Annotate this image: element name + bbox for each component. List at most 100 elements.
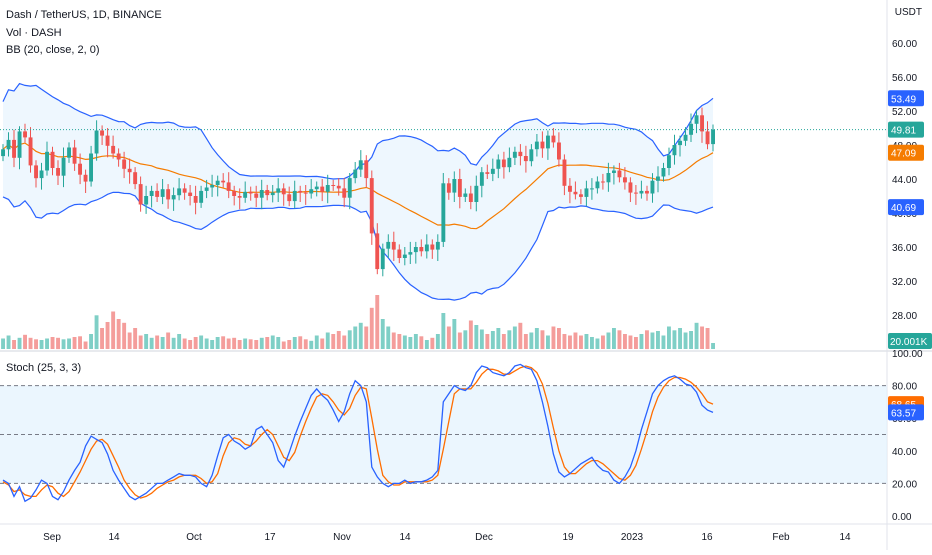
candle-body [39, 170, 44, 179]
volume-bar [694, 322, 699, 350]
volume-bar [78, 336, 82, 350]
candle [210, 174, 215, 197]
volume-bar [182, 338, 187, 349]
candle-body [656, 176, 660, 181]
candle-body [61, 157, 66, 176]
volume-bar [397, 334, 402, 349]
volume-bar [226, 338, 231, 349]
candle [584, 180, 589, 207]
stoch-legend[interactable]: Stoch (25, 3, 3) [6, 362, 82, 374]
candle-body [83, 174, 88, 182]
bollinger-legend[interactable]: BB (20, close, 2, 0) [6, 44, 100, 56]
candle-body [507, 157, 512, 168]
volume-bar [144, 334, 149, 349]
candle-body [45, 151, 49, 171]
candle [529, 144, 534, 167]
candle [314, 181, 319, 197]
candle-body [6, 139, 11, 150]
volume-bar [705, 328, 710, 349]
price-badge-label: 47.09 [891, 149, 916, 160]
candle [105, 128, 110, 158]
bollinger-lower-line [2, 191, 714, 301]
candle-body [364, 160, 369, 179]
volume-bar [634, 337, 638, 349]
candle-body [568, 185, 572, 192]
candle-body [177, 188, 182, 196]
candle-body [375, 233, 380, 270]
symbol-title[interactable]: Dash / TetherUS, 1D, BINANCE [6, 9, 162, 21]
volume-bar [56, 337, 60, 350]
candle-body [667, 155, 671, 168]
volume-bar [259, 337, 264, 350]
stoch-k-badge-label: 63.57 [891, 408, 916, 419]
candle-body [584, 188, 589, 197]
candle-body [67, 147, 71, 158]
candle [6, 132, 11, 157]
candle [199, 185, 204, 208]
candle [111, 135, 116, 159]
volume-bar [364, 326, 369, 349]
candle-body [490, 168, 495, 174]
candle-body [579, 194, 583, 197]
volume-bar [606, 332, 611, 349]
volume-bar [232, 337, 237, 350]
volume-bar [166, 332, 171, 349]
volume-bar [67, 338, 71, 349]
volume-bar [551, 326, 556, 349]
candle-body [672, 145, 677, 156]
candle-body [380, 248, 385, 270]
candle [50, 146, 55, 176]
candle-body [281, 188, 286, 195]
candle [501, 151, 506, 179]
candle-body [226, 182, 231, 191]
volume-bar [34, 339, 38, 350]
volume-bar [314, 335, 319, 349]
bollinger-upper-line [2, 82, 714, 180]
volume-bar [39, 340, 44, 349]
candle [320, 179, 325, 202]
candle-body [623, 177, 627, 183]
price-tick-label: 32.00 [892, 277, 917, 288]
volume-bar [650, 332, 655, 349]
time-axis-label: 14 [108, 532, 120, 543]
price-badge-label: 49.81 [891, 126, 916, 137]
candle-body [452, 179, 457, 193]
candle-body [199, 190, 204, 203]
candle [612, 165, 616, 185]
candle [138, 176, 143, 212]
volume-bar [111, 311, 116, 349]
candle [628, 177, 633, 202]
volume-bar [672, 330, 677, 350]
candle [413, 241, 418, 264]
candle-body [468, 193, 473, 202]
volume-bar [23, 334, 27, 350]
candle [645, 185, 649, 201]
volume-bar [369, 307, 374, 350]
candle [265, 184, 270, 201]
price-badge-bb-basis: 47.09 [888, 144, 924, 161]
volume-legend[interactable]: Vol · DASH [6, 27, 62, 39]
candle-body [210, 185, 215, 188]
volume-badge: 20.001K [888, 333, 932, 349]
volume-bar [265, 337, 270, 349]
candle [116, 148, 121, 167]
candle-body [336, 185, 341, 189]
candle-body [248, 191, 253, 194]
volume-bar [298, 336, 303, 350]
candle [546, 130, 550, 160]
price-tick-label: 36.00 [892, 243, 917, 254]
stoch-k-line [2, 363, 714, 503]
volume-bar [303, 339, 308, 350]
volume-bar [116, 319, 121, 349]
volume-bar [518, 322, 523, 350]
price-tick-label: 28.00 [892, 311, 917, 322]
candle [67, 142, 71, 163]
volume-bar [281, 341, 286, 349]
candle-body [678, 140, 682, 146]
volume-bar [678, 328, 682, 349]
candle-body [534, 141, 539, 150]
volume-bar [441, 313, 446, 349]
candle [661, 162, 666, 182]
